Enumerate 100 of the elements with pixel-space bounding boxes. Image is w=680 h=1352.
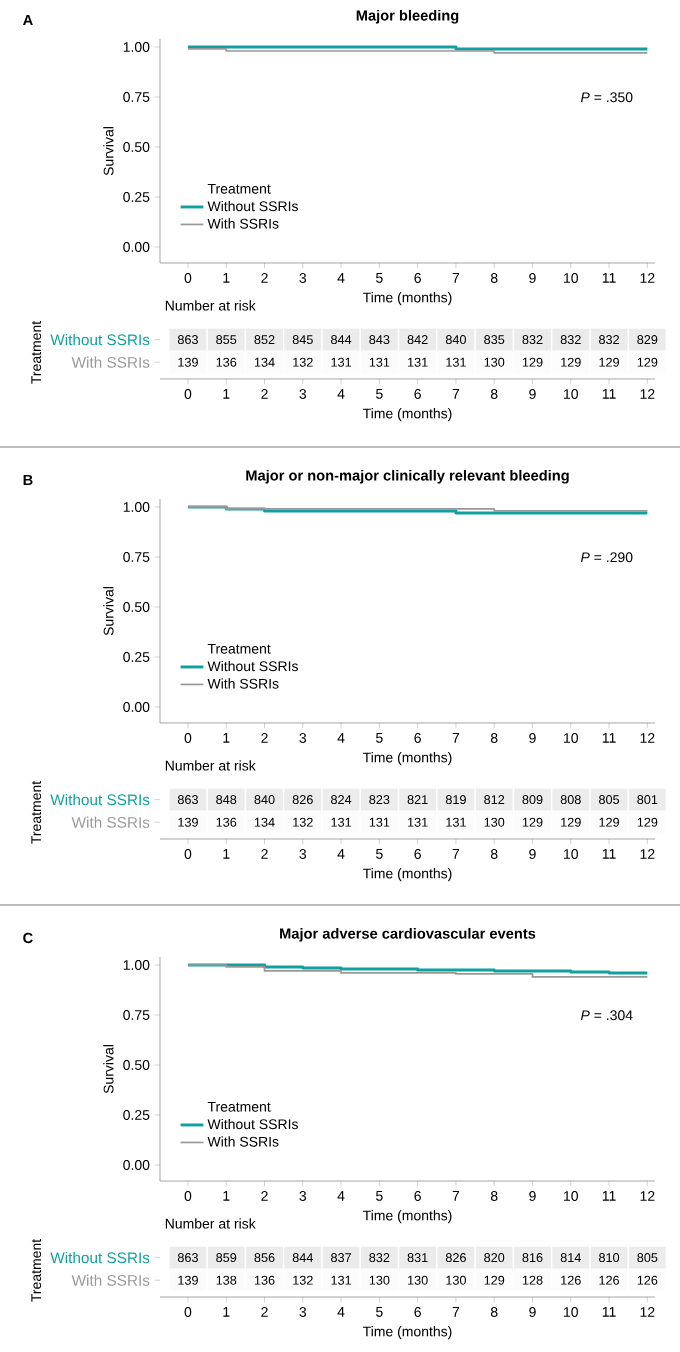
y-axis-title: Treatment [31, 780, 42, 844]
x-tick-label: 10 [564, 733, 579, 743]
x-tick-label: 9 [529, 733, 536, 743]
chart-title: Major or non-major clinically relevant bleeding [246, 469, 569, 484]
data-label: 139 [178, 357, 198, 367]
data-label: 845 [292, 335, 313, 345]
x-tick-label: 10 [564, 389, 579, 399]
x-tick-label: 4 [337, 389, 345, 399]
x-tick-label: 7 [452, 733, 460, 743]
y-tick-label: 0.50 [123, 1060, 150, 1070]
data-label: 138 [216, 1275, 237, 1285]
x-tick-label: 2 [261, 273, 268, 283]
x-tick-label: 3 [299, 1191, 307, 1201]
chart-title: Number at risk [165, 1218, 256, 1229]
data-label: 129 [484, 1275, 505, 1285]
x-tick-label: 11 [602, 733, 616, 743]
x-tick-label: 2 [261, 733, 268, 743]
data-label: 134 [254, 357, 275, 367]
x-tick-label: 3 [299, 389, 307, 399]
y-tick-label: 1.00 [123, 42, 150, 52]
y-tick-label: 1.00 [123, 960, 150, 970]
x-tick-label: 6 [414, 1191, 421, 1201]
legend-title: Treatment [207, 183, 271, 194]
x-tick-label: 1 [223, 1191, 230, 1201]
annotation: P = .290 [580, 552, 633, 563]
data-label: 131 [408, 357, 428, 367]
x-tick-label: 8 [490, 849, 498, 859]
legend-label: With SSRIs [207, 678, 279, 689]
data-label: 129 [637, 357, 658, 367]
data-label: 835 [484, 335, 505, 345]
data-label: 126 [637, 1275, 658, 1285]
data-label: 837 [331, 1253, 352, 1263]
x-tick-label: 9 [529, 273, 536, 283]
data-label: 131 [408, 817, 428, 827]
data-label: 848 [216, 795, 237, 805]
x-tick-label: 5 [376, 389, 383, 399]
x-tick-label: 7 [452, 849, 460, 859]
data-label: 832 [369, 1253, 390, 1263]
x-axis-title: Time (months) [362, 408, 452, 422]
data-label: 130 [369, 1275, 390, 1285]
y-axis-title: Survival [103, 1045, 114, 1094]
data-label: 832 [560, 335, 581, 345]
x-tick-label: 0 [184, 733, 192, 743]
x-tick-label: 12 [640, 849, 655, 859]
data-label: 129 [599, 357, 620, 367]
data-label: 126 [599, 1275, 620, 1285]
data-label: 856 [254, 1253, 275, 1263]
data-label: 831 [407, 1253, 428, 1263]
data-label: 832 [599, 335, 619, 345]
y-tick-label: With SSRIs [71, 356, 150, 368]
data-label: 129 [561, 357, 581, 367]
x-tick-label: 9 [529, 849, 536, 859]
x-tick-label: 6 [414, 1307, 421, 1317]
data-label: 131 [331, 1275, 352, 1285]
y-tick-label: 0.00 [123, 1160, 150, 1170]
data-label: 805 [599, 795, 620, 805]
x-tick-label: 4 [337, 1191, 345, 1201]
y-axis-title: Treatment [31, 320, 42, 384]
x-axis-title: Time (months) [362, 1326, 452, 1340]
y-tick-label: 0.25 [123, 1110, 150, 1120]
x-tick-label: 10 [564, 1191, 579, 1201]
x-tick-label: 12 [640, 733, 655, 743]
text: B [23, 474, 33, 485]
data-label: 129 [561, 817, 581, 827]
x-tick-label: 1 [223, 273, 230, 283]
data-label: 863 [177, 795, 198, 805]
x-tick-label: 12 [640, 389, 655, 399]
x-axis-title: Time (months) [362, 752, 452, 766]
data-label: 826 [292, 795, 313, 805]
x-tick-label: 6 [414, 273, 421, 283]
x-tick-label: 0 [184, 849, 192, 859]
x-tick-label: 1 [223, 1307, 230, 1317]
text: A [23, 14, 33, 25]
x-tick-label: 3 [299, 733, 307, 743]
y-tick-label: 0.75 [123, 552, 150, 562]
x-tick-label: 2 [261, 389, 268, 399]
x-tick-label: 3 [299, 273, 307, 283]
x-tick-label: 10 [564, 849, 579, 859]
data-label: 855 [216, 335, 237, 345]
data-label: 131 [369, 357, 390, 367]
data-label: 826 [445, 1253, 466, 1263]
data-label: 134 [254, 817, 275, 827]
legend-label: Without SSRIs [207, 200, 298, 212]
data-label: 130 [446, 1275, 466, 1285]
data-label: 843 [369, 335, 390, 345]
x-tick-label: 5 [376, 1191, 383, 1201]
data-label: 809 [522, 795, 543, 805]
x-axis-title: Time (months) [362, 1210, 452, 1224]
x-tick-label: 3 [299, 849, 307, 859]
x-tick-label: 6 [414, 733, 421, 743]
data-label: 130 [408, 1275, 428, 1285]
data-label: 816 [522, 1253, 543, 1263]
data-label: 130 [484, 817, 505, 827]
x-tick-label: 0 [184, 389, 192, 399]
x-tick-label: 7 [452, 389, 460, 399]
data-label: 824 [331, 795, 352, 805]
legend-label: With SSRIs [207, 1136, 279, 1147]
x-tick-label: 2 [261, 849, 268, 859]
data-label: 840 [445, 335, 466, 345]
y-tick-label: 0.25 [123, 192, 150, 202]
